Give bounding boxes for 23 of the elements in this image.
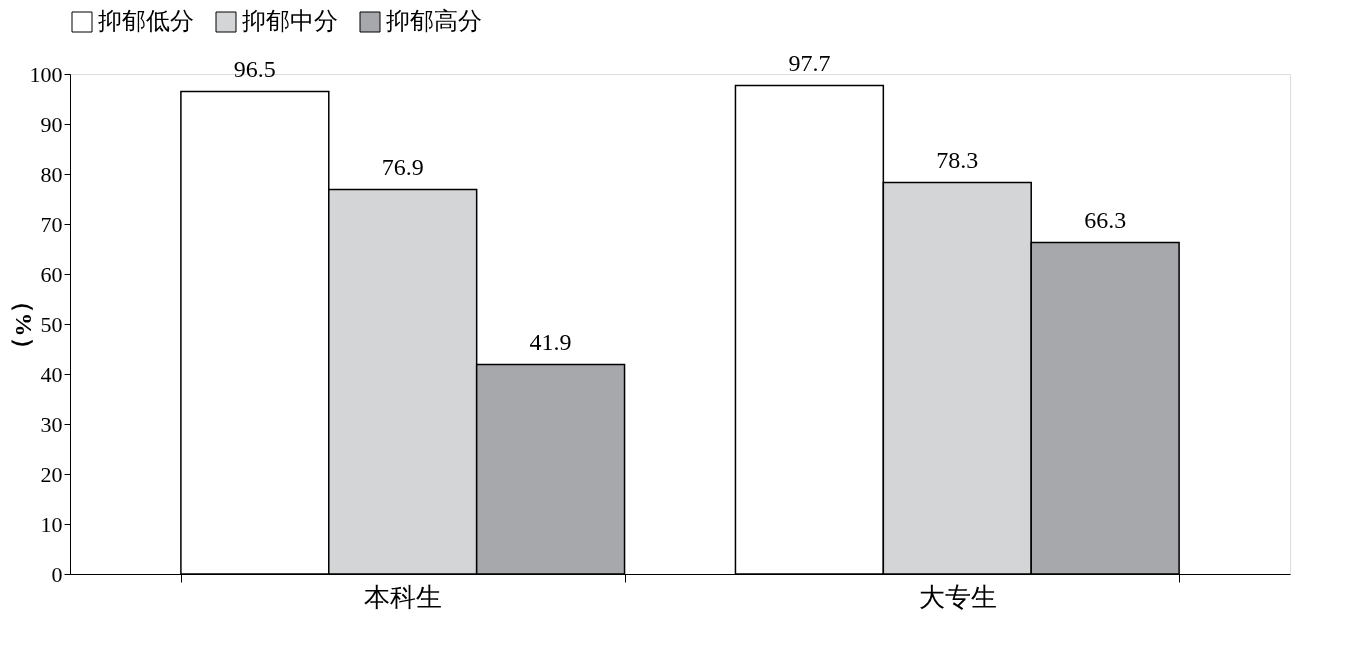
y-tick-label: 70 [40,211,63,237]
y-tick-label: 60 [40,261,63,287]
legend-label: 抑郁高分 [386,8,482,34]
y-tick-label: 20 [40,461,63,487]
legend-label: 抑郁低分 [98,8,194,34]
y-axis-title: （%） [10,288,37,361]
data-label: 97.7 [788,49,831,76]
legend-label: 抑郁中分 [242,8,338,34]
y-tick-label: 50 [40,311,63,337]
data-label: 96.5 [233,55,276,82]
data-label: 78.3 [936,146,979,173]
y-tick-label: 100 [29,61,63,87]
x-tick-label: 本科生 [364,582,443,612]
y-tick-label: 90 [40,111,63,137]
y-tick-label: 30 [40,411,63,437]
y-tick-label: 0 [51,561,63,587]
data-label: 76.9 [381,153,424,180]
data-label: 66.3 [1084,206,1127,233]
y-tick-label: 80 [40,161,63,187]
data-label: 41.9 [529,328,572,355]
y-tick-label: 10 [40,511,63,537]
y-tick-label: 40 [40,361,63,387]
x-tick-label: 大专生 [918,582,997,612]
